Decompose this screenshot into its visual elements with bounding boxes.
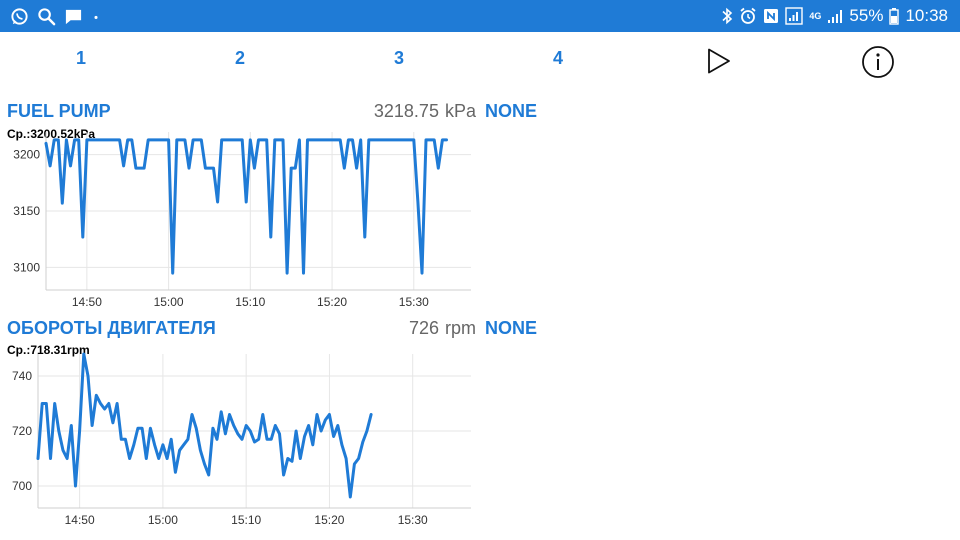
clock: 10:38 <box>905 6 948 25</box>
y-tick-label: 3200 <box>13 148 40 162</box>
y-tick-label: 3100 <box>13 260 40 274</box>
series-line <box>44 138 448 275</box>
x-tick-label: 15:20 <box>314 513 344 527</box>
panel-value: 726 rpm <box>409 318 476 339</box>
alarm-icon <box>739 7 757 25</box>
current-value: 3218.75 <box>373 101 439 121</box>
value-unit: kPa <box>444 101 476 121</box>
x-tick-label: 15:00 <box>148 513 178 527</box>
battery-percent: 55% <box>849 6 884 25</box>
search-icon <box>37 7 56 26</box>
info-icon <box>862 46 894 78</box>
y-tick-label: 720 <box>12 424 32 438</box>
x-tick-label: 14:50 <box>72 295 102 309</box>
info-button[interactable] <box>861 45 895 84</box>
status-bar-left <box>10 0 101 32</box>
tab-2[interactable]: 2 <box>234 48 245 68</box>
mode-button[interactable]: NONE <box>485 101 538 121</box>
bluetooth-icon <box>721 7 733 25</box>
fuel-pump-header: FUEL PUMP 3218.75 kPa NONE <box>0 101 540 125</box>
x-tick-label: 15:30 <box>399 295 429 309</box>
play-button[interactable] <box>705 47 733 80</box>
status-bar-right: 4G 55% 10:38 <box>721 0 948 32</box>
y-tick-label: 3150 <box>13 204 40 218</box>
mode-button[interactable]: NONE <box>485 318 538 338</box>
dot-icon <box>91 7 101 26</box>
battery-icon <box>889 7 900 25</box>
nfc-icon <box>763 7 779 25</box>
signal-strength-icon <box>827 7 843 25</box>
value-unit: rpm <box>445 318 476 338</box>
tab-bar: 1 2 3 4 <box>0 32 960 90</box>
engine-rpm-chart: 14:50 15:00 15:10 15:20 15:30 700 720 740 <box>12 352 471 527</box>
x-tick-label: 15:30 <box>398 513 428 527</box>
whatsapp-icon <box>10 7 29 26</box>
y-tick-label: 740 <box>12 369 32 383</box>
current-value: 726 <box>408 318 439 338</box>
panel-title: ОБОРОТЫ ДВИГАТЕЛЯ <box>7 318 216 338</box>
x-tick-label: 15:00 <box>154 295 184 309</box>
fuel-pump-chart: 14:50 15:00 15:10 15:20 15:30 3100 3150 3200 <box>13 132 471 309</box>
x-tick-label: 14:50 <box>65 513 95 527</box>
tab-1[interactable]: 1 <box>75 48 86 68</box>
panel-value: 3218.75 kPa <box>374 101 476 122</box>
message-icon <box>64 7 83 26</box>
average-label: Ср.:3200.52kPa <box>7 127 96 141</box>
average-label: Ср.:718.31rpm <box>7 343 90 357</box>
x-tick-label: 15:10 <box>235 295 265 309</box>
engine-rpm-header: ОБОРОТЫ ДВИГАТЕЛЯ 726 rpm NONE <box>0 318 540 342</box>
tab-3[interactable]: 3 <box>393 48 404 68</box>
network-type-icon: 4G <box>809 10 822 21</box>
x-tick-label: 15:20 <box>317 295 347 309</box>
panel-title: FUEL PUMP <box>7 101 111 121</box>
status-bar: 4G 55% 10:38 <box>0 0 960 32</box>
play-icon <box>708 48 730 74</box>
signal-icon <box>785 7 804 25</box>
series-line <box>36 352 373 499</box>
x-tick-label: 15:10 <box>231 513 261 527</box>
y-tick-label: 700 <box>12 479 32 493</box>
tab-4[interactable]: 4 <box>552 48 563 68</box>
